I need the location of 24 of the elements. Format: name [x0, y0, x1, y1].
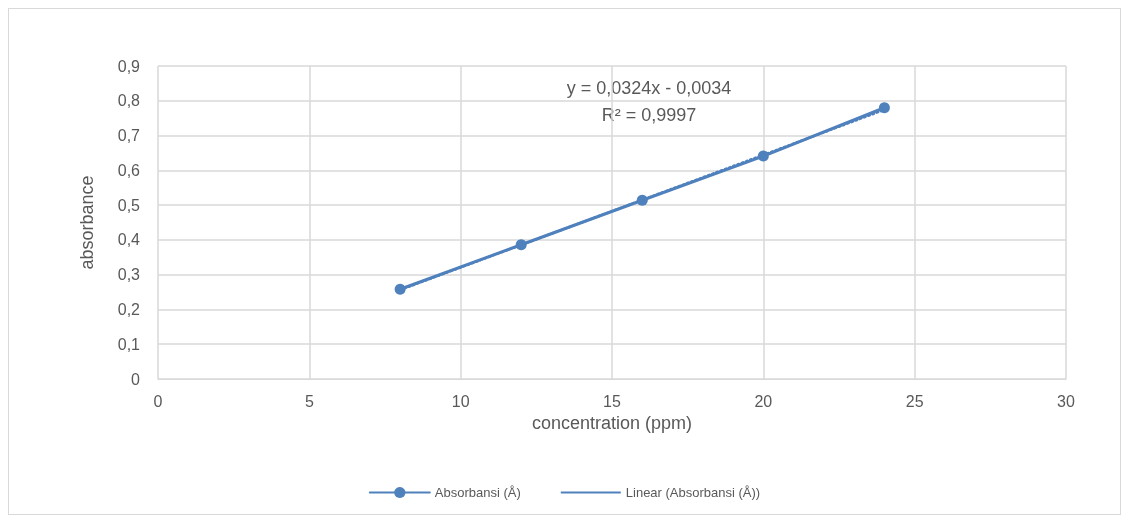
- x-tick-label: 0: [153, 392, 163, 410]
- annotation: R² = 0,9997: [601, 105, 697, 125]
- y-tick-label: 0,8: [117, 92, 141, 110]
- y-tick-label: 0,2: [117, 300, 141, 318]
- legend-label: Linear (Absorbansi (Å)): [625, 485, 761, 500]
- x-tick-label: 25: [905, 392, 924, 410]
- y-tick-label: 0,9: [117, 57, 141, 75]
- legend-label: Absorbansi (Å): [434, 485, 521, 500]
- y-tick-label: 0,5: [117, 196, 141, 214]
- x-tick-label: 30: [1057, 392, 1075, 410]
- x-axis-title: concentration (ppm): [531, 412, 693, 433]
- y-tick-label: 0,6: [117, 161, 141, 179]
- x-tick-label: 10: [451, 392, 470, 410]
- y-tick-label: 0,4: [117, 231, 141, 249]
- annotation: y = 0,0324x - 0,0034: [566, 78, 732, 98]
- y-tick-label: 0,1: [117, 335, 141, 353]
- point: [878, 102, 890, 114]
- y-axis-title: absorbance: [77, 175, 97, 270]
- x-tick-label: 5: [304, 392, 314, 410]
- x-tick-label: 15: [603, 392, 621, 410]
- y-tick-label: 0: [131, 370, 141, 388]
- y-tick-label: 0,7: [117, 127, 141, 145]
- x-tick-label: 20: [754, 392, 773, 410]
- y-tick-label: 0,3: [117, 266, 141, 284]
